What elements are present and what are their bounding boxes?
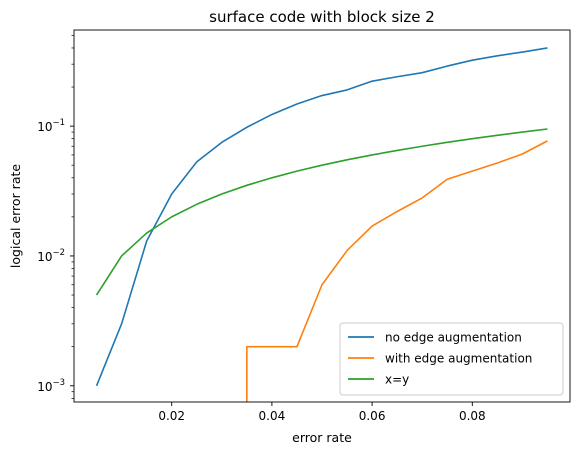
y-tick-exponent: −3 <box>52 378 65 388</box>
y-tick-base: 10 <box>37 380 52 394</box>
y-tick-label: 10−1 <box>37 118 65 134</box>
y-tick-exponent: −2 <box>52 248 65 258</box>
x-tick-label: 0.04 <box>259 409 286 423</box>
legend-label: no edge augmentation <box>385 331 522 345</box>
legend-label: with edge augmentation <box>385 352 532 366</box>
y-tick-base: 10 <box>37 120 52 134</box>
x-tick-label: 0.08 <box>459 409 486 423</box>
chart-title: surface code with block size 2 <box>209 8 435 26</box>
series-line-3 <box>95 128 548 296</box>
legend: no edge augmentation with edge augmentati… <box>339 322 564 396</box>
y-tick-base: 10 <box>37 250 52 264</box>
legend-label: x=y <box>385 373 409 387</box>
x-tick-label: 0.02 <box>158 409 185 423</box>
x-axis-ticks: 0.02 0.04 0.06 0.08 <box>158 402 486 423</box>
y-tick-label: 10−2 <box>37 248 65 264</box>
y-axis-ticks: 10−310−210−1 <box>37 118 74 394</box>
plot-frame <box>73 29 571 403</box>
series-line-1 <box>95 47 548 387</box>
x-axis-label: error rate <box>292 430 352 445</box>
y-tick-label: 10−3 <box>37 378 65 394</box>
y-tick-exponent: −1 <box>52 118 65 128</box>
series-line-2 <box>246 140 548 402</box>
series-layer <box>95 47 548 402</box>
legend-box <box>339 322 564 396</box>
x-tick-label: 0.06 <box>359 409 386 423</box>
y-axis-label: logical error rate <box>8 164 23 268</box>
